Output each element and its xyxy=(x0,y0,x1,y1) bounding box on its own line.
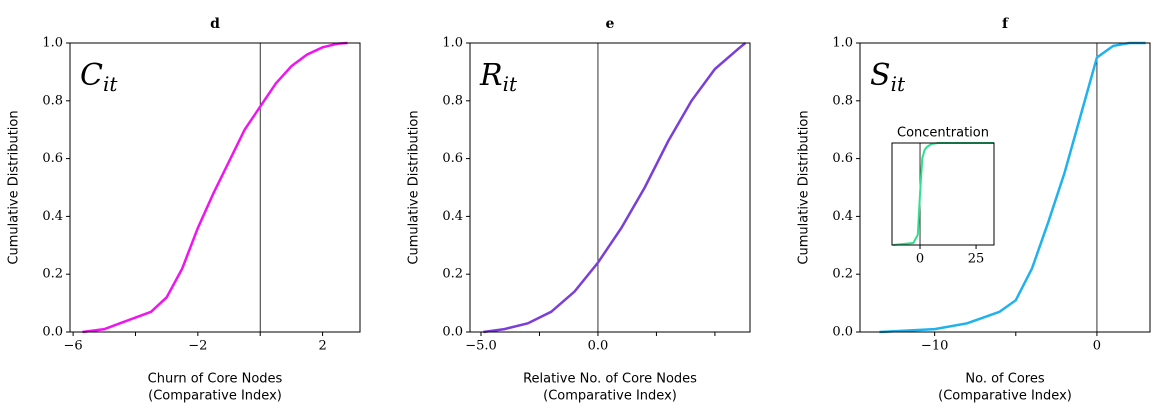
x-tick-label: 0 xyxy=(916,252,924,267)
panel-annotation: Rit xyxy=(479,58,518,96)
y-tick-label: 0.6 xyxy=(832,151,853,166)
y-tick-label: 0.4 xyxy=(832,209,853,224)
x-axis-label: (Comparative Index) xyxy=(148,389,282,404)
x-tick-label: −6 xyxy=(64,339,83,354)
panel-title: d xyxy=(210,16,220,32)
cdf-curve xyxy=(483,42,747,334)
y-tick-label: 1.0 xyxy=(442,36,463,51)
y-tick-label: 0.8 xyxy=(832,93,853,108)
x-axis-label: (Comparative Index) xyxy=(543,389,677,404)
annotation-subscript: it xyxy=(103,72,118,96)
y-tick-label: 1.0 xyxy=(42,36,63,51)
x-axis-label: Churn of Core Nodes xyxy=(148,372,283,387)
y-tick-label: 0.0 xyxy=(832,325,853,340)
x-tick-label: 2 xyxy=(318,339,326,354)
y-tick-label: 0.4 xyxy=(442,209,463,224)
x-tick-label: 0.0 xyxy=(588,339,609,354)
y-axis-label: Cumulative Distribution xyxy=(797,110,812,264)
y-tick-label: 0.6 xyxy=(442,151,463,166)
annotation-base: R xyxy=(479,58,503,93)
x-tick-label: −10 xyxy=(921,339,948,354)
annotation-base: C xyxy=(80,58,103,93)
annotation-base: S xyxy=(870,58,891,93)
inset-title: Concentration xyxy=(897,126,989,141)
x-axis-label: No. of Cores xyxy=(965,372,1044,387)
axes-frame xyxy=(69,42,361,333)
y-tick-label: 0.2 xyxy=(442,267,463,282)
x-tick-label: −5.0 xyxy=(465,339,497,354)
y-tick-label: 0.8 xyxy=(442,93,463,108)
x-axis-label: (Comparative Index) xyxy=(938,389,1072,404)
y-tick-label: 0.8 xyxy=(42,93,63,108)
y-tick-label: 0.2 xyxy=(832,267,853,282)
axes-frame xyxy=(891,142,995,246)
y-tick-label: 1.0 xyxy=(832,36,853,51)
panel-title: f xyxy=(1002,16,1009,32)
axes-frame xyxy=(859,42,1151,333)
cdf-curve xyxy=(893,142,994,246)
y-tick-label: 0.2 xyxy=(42,267,63,282)
x-tick-label: 25 xyxy=(968,252,985,267)
axes-frame xyxy=(469,42,751,333)
panel-title: e xyxy=(606,16,615,32)
panel-annotation: Sit xyxy=(870,58,906,96)
y-tick-label: 0.0 xyxy=(42,325,63,340)
cdf-curve xyxy=(82,41,348,334)
inset-background xyxy=(892,143,994,245)
panel-annotation: Cit xyxy=(80,58,118,96)
y-axis-label: Cumulative Distribution xyxy=(7,110,22,264)
x-tick-label: 0 xyxy=(1093,339,1101,354)
annotation-subscript: it xyxy=(503,72,518,96)
x-tick-label: −2 xyxy=(188,339,207,354)
y-tick-label: 0.4 xyxy=(42,209,63,224)
y-axis-label: Cumulative Distribution xyxy=(407,110,422,264)
y-tick-label: 0.0 xyxy=(442,325,463,340)
x-axis-label: Relative No. of Core Nodes xyxy=(523,372,697,387)
y-tick-label: 0.6 xyxy=(42,151,63,166)
annotation-subscript: it xyxy=(891,72,906,96)
cdf-curve xyxy=(879,41,1146,334)
